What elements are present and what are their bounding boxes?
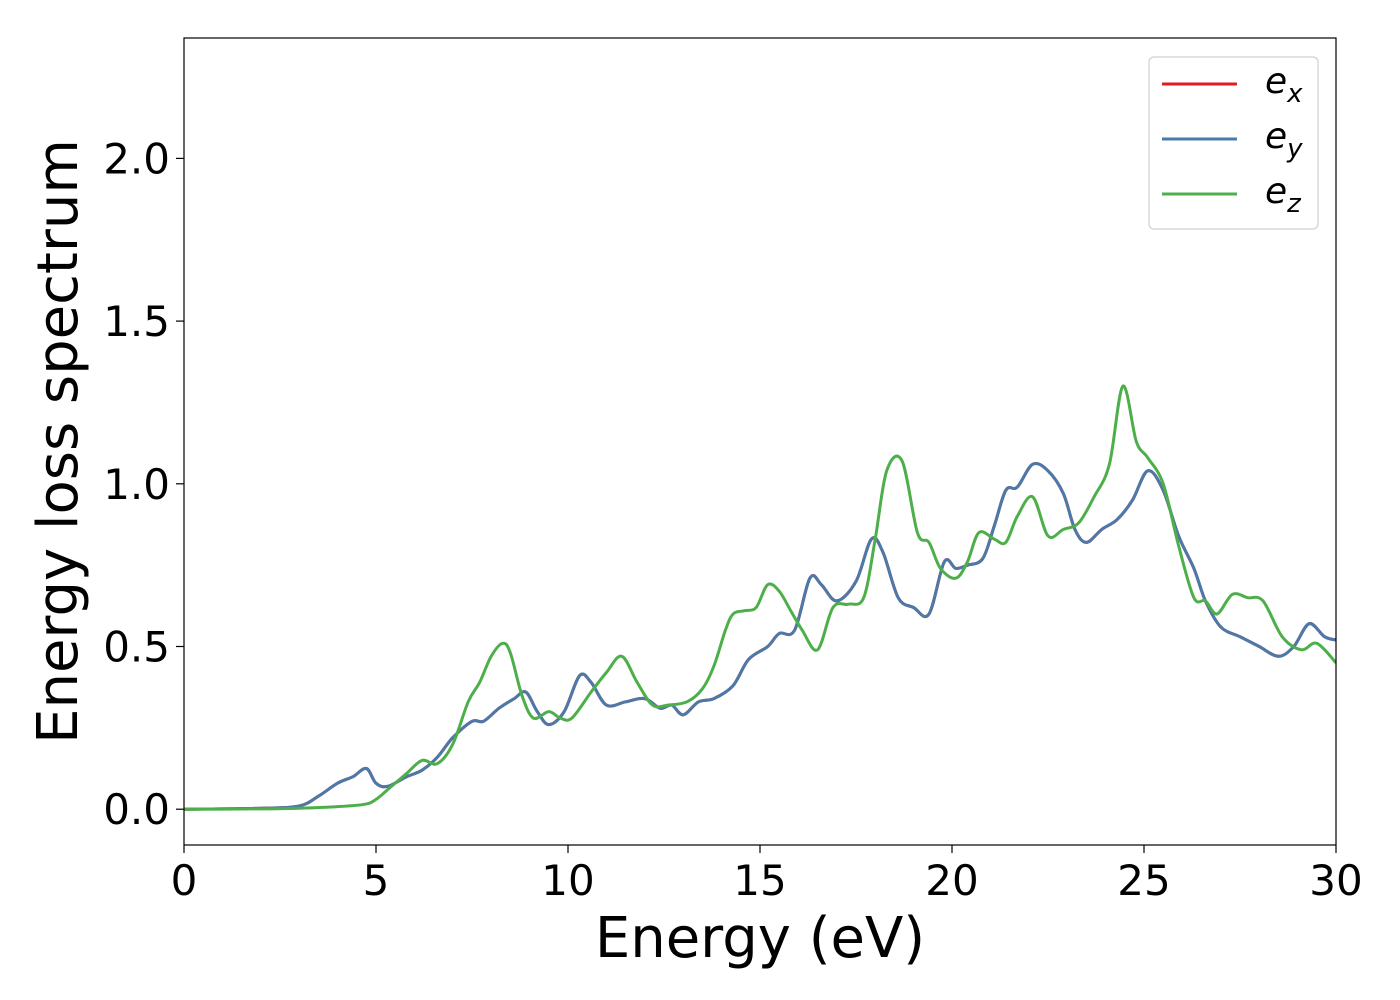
y-axis-label: Energy loss spectrum: [26, 139, 91, 744]
legend: ex ey ez: [1148, 56, 1319, 230]
series-layer: [184, 384, 1336, 811]
series-line-ey: [184, 461, 1336, 811]
y-axis: 0.0 0.5 1.0 1.5 2.0: [103, 134, 184, 834]
x-tick-label: 25: [1117, 856, 1170, 905]
x-tick-label: 5: [363, 856, 390, 905]
x-axis: 0 5 10 15 20 25 30: [171, 845, 1363, 905]
y-tick-label: 0.0: [103, 785, 170, 834]
legend-box: [1148, 56, 1319, 230]
legend-label: ex: [1265, 61, 1303, 109]
y-tick-label: 0.5: [103, 623, 170, 672]
legend-label: ez: [1265, 171, 1302, 219]
y-tick-label: 1.0: [103, 460, 170, 509]
series-line-ez: [184, 384, 1336, 811]
x-tick-label: 20: [925, 856, 978, 905]
y-tick-label: 2.0: [103, 134, 170, 183]
y-tick-label: 1.5: [103, 297, 170, 346]
x-tick-label: 10: [541, 856, 594, 905]
x-axis-label: Energy (eV): [595, 906, 925, 971]
x-tick-label: 30: [1309, 856, 1362, 905]
x-tick-label: 15: [733, 856, 786, 905]
series-line-ex: [184, 461, 1336, 811]
x-tick-label: 0: [171, 856, 198, 905]
legend-label: ey: [1265, 116, 1303, 164]
